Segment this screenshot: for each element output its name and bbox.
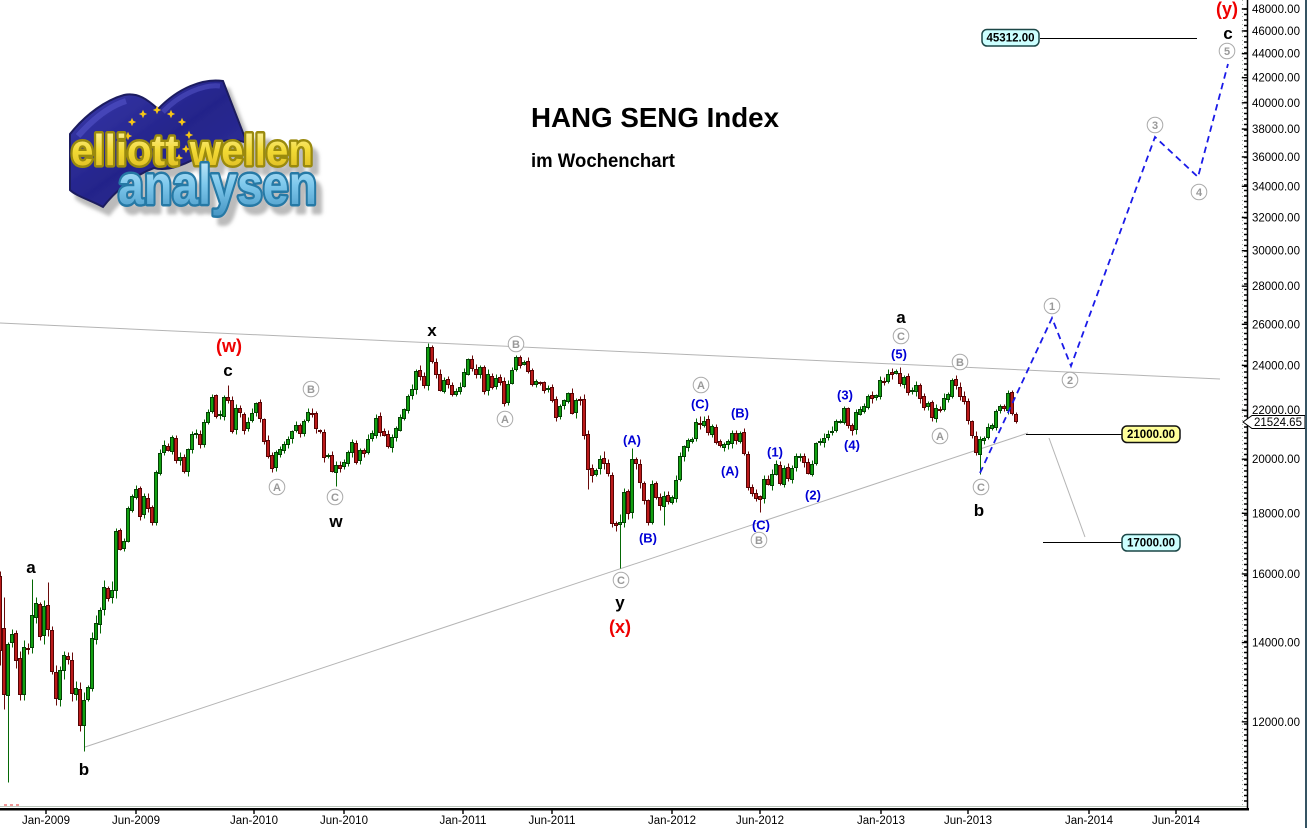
svg-text:Jun-2012: Jun-2012 bbox=[736, 815, 784, 827]
svg-text:3: 3 bbox=[1152, 120, 1158, 132]
svg-text:c: c bbox=[1223, 24, 1232, 43]
svg-text:(4): (4) bbox=[844, 438, 860, 453]
svg-text:(y): (y) bbox=[1216, 0, 1238, 19]
svg-text:28000.00: 28000.00 bbox=[1252, 281, 1300, 293]
svg-text:c: c bbox=[223, 361, 232, 380]
svg-text:4: 4 bbox=[1196, 187, 1203, 199]
svg-text:36000.00: 36000.00 bbox=[1252, 152, 1300, 164]
svg-text:Jan-2013: Jan-2013 bbox=[857, 815, 905, 827]
svg-text:y: y bbox=[615, 593, 625, 612]
svg-text:b: b bbox=[79, 760, 89, 779]
svg-text:1: 1 bbox=[1049, 301, 1055, 313]
svg-text:38000.00: 38000.00 bbox=[1252, 124, 1300, 136]
svg-text:Jun-2009: Jun-2009 bbox=[112, 815, 160, 827]
svg-text:16000.00: 16000.00 bbox=[1252, 569, 1300, 581]
svg-text:Jan-2014: Jan-2014 bbox=[1065, 815, 1114, 827]
svg-text:18000.00: 18000.00 bbox=[1252, 508, 1300, 520]
svg-text:elliott wellen: elliott wellen bbox=[71, 126, 313, 175]
svg-text:A: A bbox=[697, 380, 705, 392]
svg-text:26000.00: 26000.00 bbox=[1252, 319, 1300, 331]
svg-text:20000.00: 20000.00 bbox=[1252, 454, 1300, 466]
svg-text:C: C bbox=[977, 482, 985, 494]
svg-text:B: B bbox=[512, 339, 520, 351]
svg-text:Jan-2009: Jan-2009 bbox=[22, 815, 70, 827]
svg-text:(B): (B) bbox=[731, 406, 749, 421]
svg-text:C: C bbox=[897, 331, 905, 343]
svg-text:im Wochenchart: im Wochenchart bbox=[531, 151, 676, 172]
svg-text:14000.00: 14000.00 bbox=[1252, 638, 1300, 650]
svg-text:(C): (C) bbox=[752, 518, 770, 533]
svg-text:a: a bbox=[896, 308, 906, 327]
svg-text:(w): (w) bbox=[216, 336, 242, 356]
svg-text:HANG SENG Index: HANG SENG Index bbox=[531, 102, 779, 133]
svg-text:(B): (B) bbox=[639, 531, 657, 546]
svg-text:B: B bbox=[956, 357, 964, 369]
svg-text:(C): (C) bbox=[691, 397, 709, 412]
svg-text:(x): (x) bbox=[609, 617, 631, 637]
svg-text:(A): (A) bbox=[721, 464, 739, 479]
svg-text:C: C bbox=[331, 492, 339, 504]
svg-text:22000.00: 22000.00 bbox=[1252, 405, 1300, 417]
svg-text:34000.00: 34000.00 bbox=[1252, 181, 1300, 193]
svg-text:A: A bbox=[936, 431, 944, 443]
svg-text:A: A bbox=[273, 482, 281, 494]
svg-text:Jun-2014: Jun-2014 bbox=[1152, 815, 1201, 827]
svg-text:21000.00: 21000.00 bbox=[1127, 429, 1175, 441]
svg-text:Jun-2011: Jun-2011 bbox=[528, 815, 575, 827]
svg-text:Jun-2013: Jun-2013 bbox=[944, 815, 992, 827]
svg-text:Jun-2010: Jun-2010 bbox=[320, 815, 368, 827]
svg-text:32000.00: 32000.00 bbox=[1252, 213, 1300, 225]
svg-text:12000.00: 12000.00 bbox=[1252, 717, 1300, 729]
svg-text:Jan-2012: Jan-2012 bbox=[648, 815, 696, 827]
svg-text:42000.00: 42000.00 bbox=[1252, 73, 1300, 85]
svg-text:B: B bbox=[755, 535, 763, 547]
svg-text:(3): (3) bbox=[837, 388, 853, 403]
svg-text:Jan-2011: Jan-2011 bbox=[439, 815, 486, 827]
svg-text:w: w bbox=[328, 512, 343, 531]
svg-text:45312.00: 45312.00 bbox=[987, 33, 1035, 45]
svg-text:5: 5 bbox=[1224, 46, 1230, 58]
svg-text:A: A bbox=[501, 414, 509, 426]
svg-text:x: x bbox=[427, 321, 437, 340]
svg-text:46000.00: 46000.00 bbox=[1252, 26, 1300, 38]
svg-text:21524.65: 21524.65 bbox=[1254, 417, 1302, 429]
svg-text:B: B bbox=[307, 384, 315, 396]
svg-text:Jan-2010: Jan-2010 bbox=[230, 815, 278, 827]
svg-text:(A): (A) bbox=[623, 433, 641, 448]
svg-text:24000.00: 24000.00 bbox=[1252, 360, 1300, 372]
svg-text:30000.00: 30000.00 bbox=[1252, 246, 1300, 258]
svg-text:17000.00: 17000.00 bbox=[1127, 538, 1175, 550]
svg-text:(1): (1) bbox=[767, 445, 783, 460]
svg-text:2: 2 bbox=[1067, 375, 1073, 387]
svg-text:40000.00: 40000.00 bbox=[1252, 98, 1300, 110]
svg-text:C: C bbox=[617, 575, 625, 587]
svg-text:48000.00: 48000.00 bbox=[1252, 4, 1300, 16]
svg-text:44000.00: 44000.00 bbox=[1252, 49, 1300, 61]
svg-text:(2): (2) bbox=[805, 488, 821, 503]
svg-text:b: b bbox=[974, 501, 984, 520]
svg-text:analysen: analysen bbox=[118, 153, 317, 216]
svg-text:a: a bbox=[26, 558, 36, 577]
svg-text:(5): (5) bbox=[891, 347, 907, 362]
